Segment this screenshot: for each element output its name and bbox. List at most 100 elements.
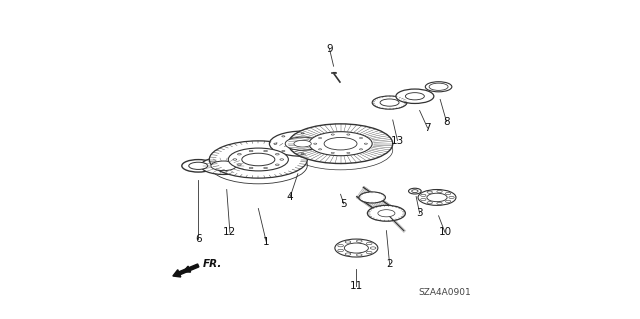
Ellipse shape [338, 249, 344, 252]
Ellipse shape [269, 131, 336, 156]
Ellipse shape [345, 241, 351, 243]
Text: 2: 2 [387, 259, 393, 269]
Ellipse shape [420, 198, 426, 201]
Ellipse shape [445, 192, 451, 195]
Ellipse shape [189, 162, 208, 169]
Ellipse shape [347, 134, 350, 135]
Polygon shape [215, 150, 216, 156]
Polygon shape [259, 141, 261, 147]
Polygon shape [291, 146, 293, 152]
Polygon shape [227, 145, 228, 151]
Polygon shape [301, 150, 302, 157]
Ellipse shape [364, 143, 367, 144]
Polygon shape [276, 142, 278, 148]
Ellipse shape [427, 191, 433, 193]
Ellipse shape [320, 150, 323, 152]
Ellipse shape [264, 150, 268, 152]
Polygon shape [223, 146, 225, 152]
Ellipse shape [331, 134, 334, 135]
Ellipse shape [294, 140, 311, 147]
Polygon shape [272, 142, 274, 148]
Polygon shape [299, 149, 300, 155]
Ellipse shape [237, 164, 241, 166]
Polygon shape [266, 141, 268, 147]
Ellipse shape [211, 161, 236, 171]
Polygon shape [237, 142, 239, 148]
Ellipse shape [345, 253, 351, 255]
Polygon shape [252, 141, 255, 147]
Ellipse shape [412, 190, 418, 193]
Polygon shape [255, 141, 257, 147]
Ellipse shape [360, 149, 363, 150]
Ellipse shape [366, 242, 372, 245]
Text: 8: 8 [443, 116, 450, 127]
Ellipse shape [285, 137, 320, 150]
Text: 11: 11 [349, 281, 363, 291]
Ellipse shape [182, 160, 214, 172]
Ellipse shape [437, 202, 442, 204]
Polygon shape [228, 144, 230, 151]
Ellipse shape [360, 137, 363, 139]
Polygon shape [257, 141, 259, 146]
Polygon shape [213, 151, 214, 158]
Ellipse shape [408, 188, 421, 194]
Polygon shape [268, 141, 270, 147]
Ellipse shape [335, 239, 378, 257]
Ellipse shape [359, 192, 385, 203]
Ellipse shape [249, 167, 253, 169]
Ellipse shape [356, 240, 362, 242]
Polygon shape [294, 147, 296, 153]
Polygon shape [225, 145, 227, 152]
Polygon shape [246, 141, 248, 147]
Ellipse shape [301, 133, 304, 134]
Ellipse shape [378, 210, 395, 217]
Text: 4: 4 [287, 192, 293, 203]
Ellipse shape [427, 202, 433, 204]
Polygon shape [219, 148, 220, 154]
Ellipse shape [249, 150, 253, 152]
Text: 5: 5 [340, 199, 347, 209]
Polygon shape [216, 149, 218, 156]
Ellipse shape [396, 89, 434, 103]
Ellipse shape [328, 143, 332, 144]
Ellipse shape [380, 99, 399, 106]
Ellipse shape [289, 124, 393, 164]
Polygon shape [220, 147, 221, 153]
Polygon shape [239, 142, 241, 148]
Polygon shape [270, 141, 272, 147]
Ellipse shape [347, 152, 350, 153]
Ellipse shape [228, 148, 289, 171]
Ellipse shape [237, 153, 241, 155]
Ellipse shape [405, 93, 424, 100]
Ellipse shape [201, 157, 246, 174]
Ellipse shape [371, 247, 376, 249]
Polygon shape [241, 142, 244, 148]
Text: SZA4A0901: SZA4A0901 [419, 288, 471, 297]
Ellipse shape [356, 254, 362, 256]
Polygon shape [293, 146, 294, 152]
Ellipse shape [324, 137, 357, 150]
Polygon shape [234, 143, 236, 149]
Polygon shape [218, 148, 219, 155]
Ellipse shape [274, 143, 277, 144]
Polygon shape [248, 141, 250, 147]
Ellipse shape [427, 193, 447, 202]
Polygon shape [232, 144, 234, 150]
Polygon shape [211, 154, 212, 160]
Polygon shape [278, 143, 280, 149]
Ellipse shape [445, 200, 451, 203]
Ellipse shape [418, 189, 456, 205]
Text: 13: 13 [391, 136, 404, 145]
Ellipse shape [319, 149, 322, 150]
Text: 7: 7 [424, 123, 431, 133]
Ellipse shape [338, 244, 344, 247]
Ellipse shape [264, 167, 268, 169]
Ellipse shape [282, 150, 285, 152]
Ellipse shape [275, 164, 279, 166]
Ellipse shape [429, 83, 448, 90]
Ellipse shape [309, 132, 372, 156]
Text: 12: 12 [223, 227, 237, 237]
Ellipse shape [319, 137, 322, 139]
Polygon shape [298, 148, 299, 155]
Polygon shape [244, 142, 246, 147]
